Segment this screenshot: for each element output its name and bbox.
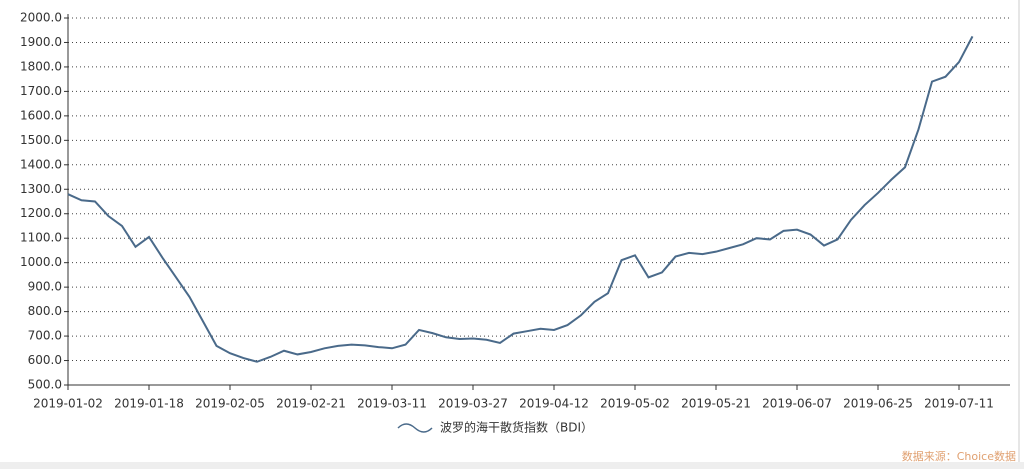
y-tick-label: 1300.0 [20,182,62,196]
x-tick-label: 2019-06-07 [762,397,832,411]
legend-icon [397,423,433,433]
x-tick-label: 2019-06-25 [843,397,913,411]
y-tick-label: 800.0 [28,304,62,318]
y-tick-label: 700.0 [28,329,62,343]
y-tick-label: 600.0 [28,353,62,367]
y-tick-label: 1700.0 [20,84,62,98]
x-tick-label: 2019-01-18 [114,397,184,411]
y-tick-label: 1800.0 [20,59,62,73]
x-tick-label: 2019-05-21 [681,397,751,411]
y-tick-label: 1200.0 [20,206,62,220]
y-tick-label: 1600.0 [20,108,62,122]
y-tick-label: 500.0 [28,378,62,392]
x-tick-label: 2019-04-12 [519,397,589,411]
y-tick-label: 1400.0 [20,157,62,171]
y-tick-label: 2000.0 [20,11,62,25]
source-note: 数据来源：Choice数据 [902,449,1016,463]
legend-label: 波罗的海干散货指数（BDI） [440,420,593,435]
x-tick-label: 2019-02-21 [276,397,346,411]
y-tick-label: 1100.0 [20,231,62,245]
x-tick-label: 2019-03-27 [438,397,508,411]
x-tick-label: 2019-01-02 [33,397,103,411]
y-tick-label: 1900.0 [20,35,62,49]
x-tick-label: 2019-05-02 [600,397,670,411]
y-tick-label: 900.0 [28,280,62,294]
y-tick-label: 1500.0 [20,133,62,147]
x-tick-label: 2019-07-11 [924,397,994,411]
x-tick-label: 2019-03-11 [357,397,427,411]
x-tick-label: 2019-02-05 [195,397,265,411]
line-series [67,35,974,363]
bottom-bar [0,462,1024,469]
y-tick-label: 1000.0 [20,255,62,269]
